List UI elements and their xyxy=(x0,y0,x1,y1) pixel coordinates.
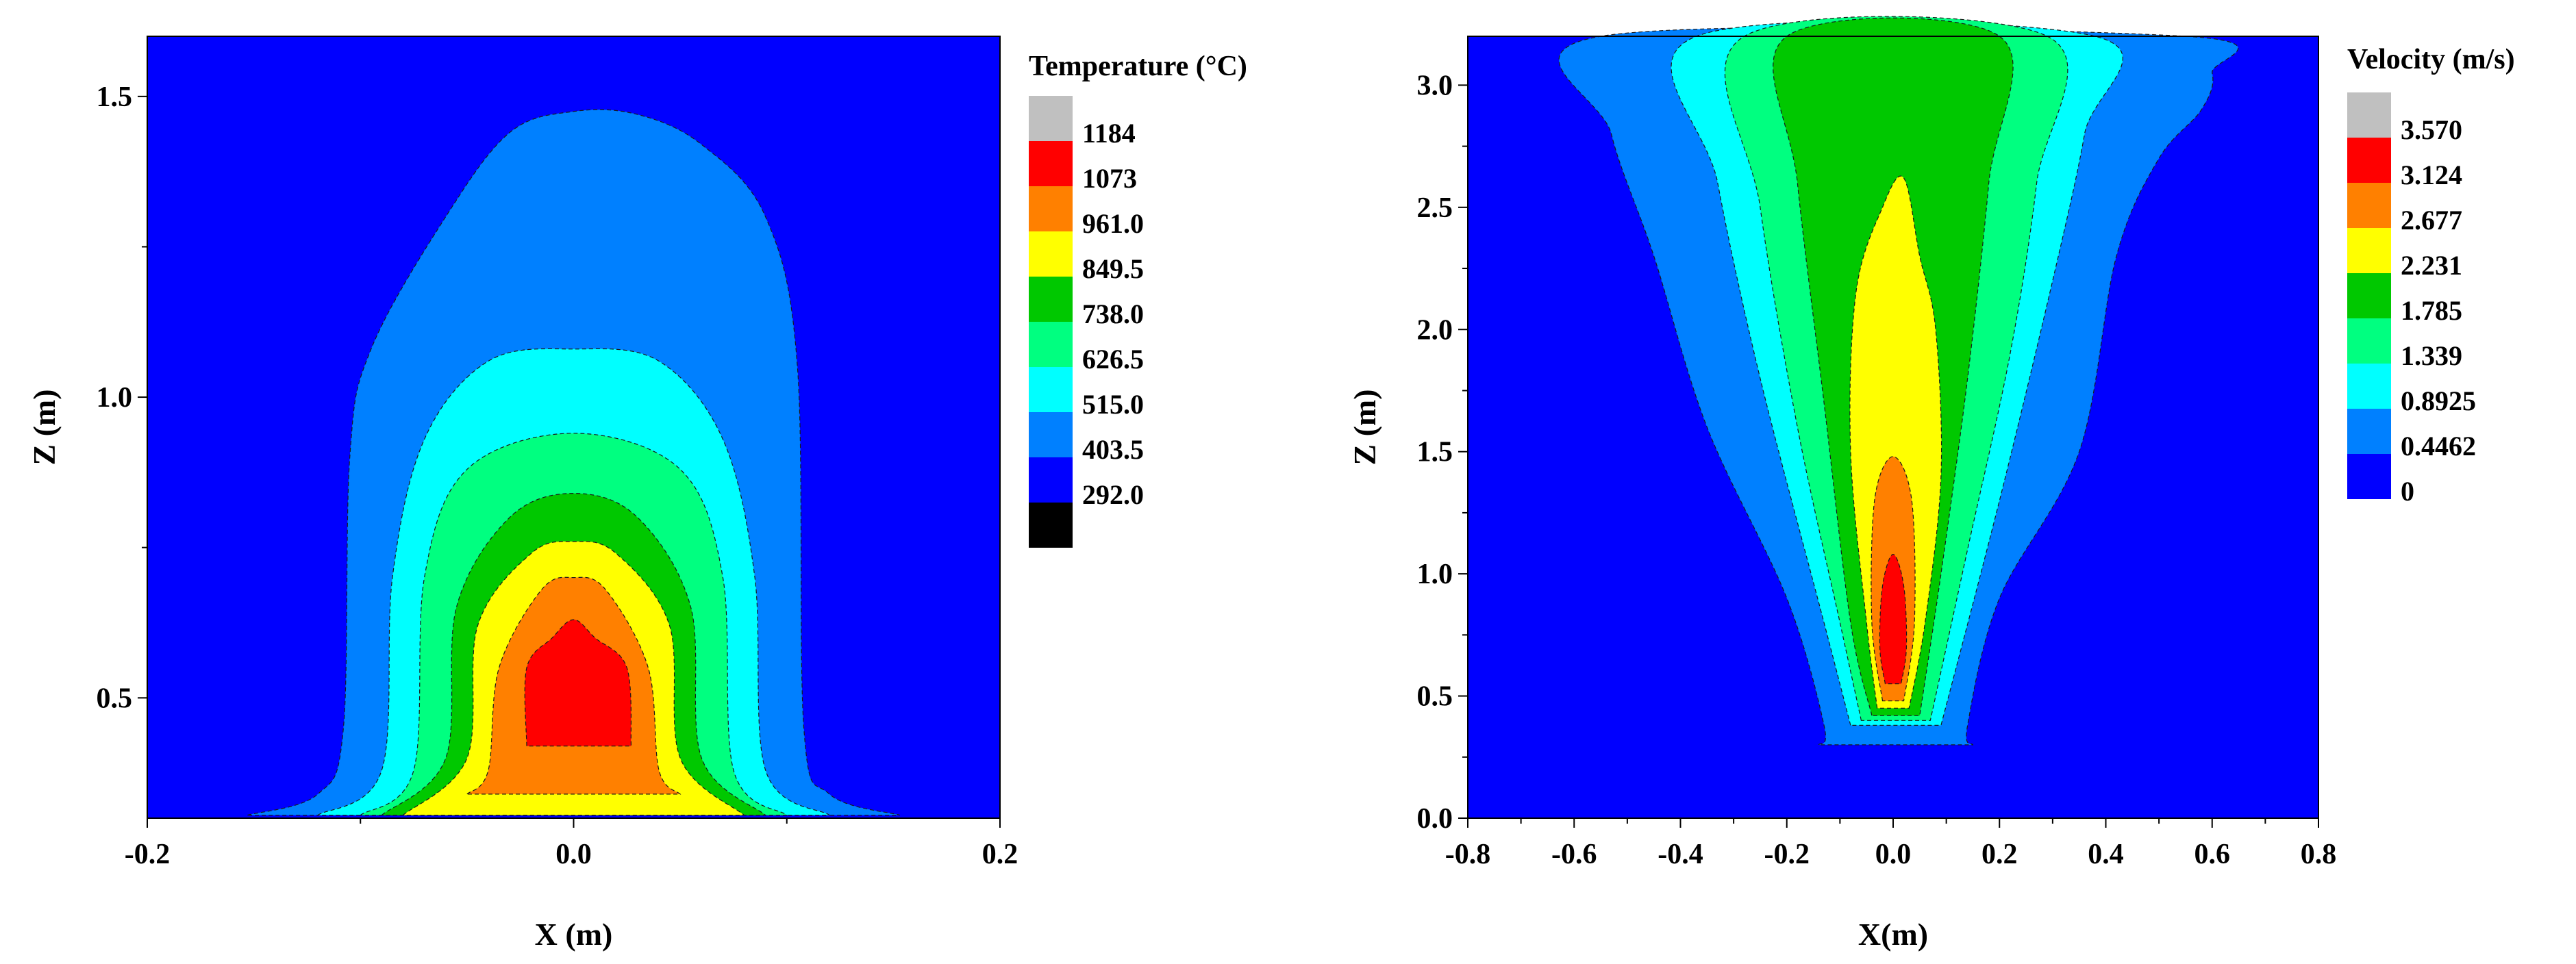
temperature-y-tick-label: 1.0 xyxy=(97,382,133,414)
velocity-y-tick-label: 0.0 xyxy=(1417,803,1453,835)
temperature-legend-label: 626.5 xyxy=(1082,344,1144,375)
temperature-legend-label: 403.5 xyxy=(1082,434,1144,465)
temperature-y-ticks: 0.5 1.0 1.5 xyxy=(97,81,147,714)
velocity-legend-title: Velocity (m/s) xyxy=(2347,44,2515,75)
velocity-y-tick-label: 1.5 xyxy=(1417,437,1453,468)
velocity-x-tick-label: 0.4 xyxy=(2088,839,2124,870)
velocity-x-tick-label: 0.2 xyxy=(1981,839,2018,870)
temperature-legend-label: 515.0 xyxy=(1082,389,1144,420)
temperature-legend-label: 849.5 xyxy=(1082,253,1144,284)
velocity-legend-swatch xyxy=(2347,409,2391,454)
temperature-contour-1073 xyxy=(524,619,632,747)
velocity-legend-label: 1.785 xyxy=(2401,295,2462,326)
temperature-legend-swatch xyxy=(1029,231,1073,277)
temperature-x-ticks: -0.2 0.0 0.2 xyxy=(125,818,1018,870)
temperature-legend-title: Temperature (°C) xyxy=(1029,51,1247,82)
velocity-legend-swatch xyxy=(2347,138,2391,183)
velocity-x-ticks: -0.8 -0.6 -0.4 -0.2 0.0 0.2 0.4 0.6 0.8 xyxy=(1445,818,2337,870)
temperature-legend-swatch xyxy=(1029,457,1073,503)
velocity-x-tick-label: -0.2 xyxy=(1764,839,1810,870)
temperature-legend-label: 738.0 xyxy=(1082,299,1144,329)
velocity-y-axis-label: Z (m) xyxy=(1347,389,1382,465)
velocity-legend-label: 0.4462 xyxy=(2401,431,2476,461)
velocity-legend-swatch xyxy=(2347,454,2391,499)
temperature-legend-swatch xyxy=(1029,96,1073,141)
velocity-x-axis-label: X(m) xyxy=(1858,917,1928,952)
temperature-contour-fills xyxy=(147,36,1000,818)
velocity-legend-label: 3.124 xyxy=(2401,160,2462,190)
velocity-x-tick-label: -0.6 xyxy=(1551,839,1597,870)
temperature-legend-label: 961.0 xyxy=(1082,208,1144,239)
velocity-y-tick-label: 3.0 xyxy=(1417,70,1453,101)
velocity-contour-panel: -0.8 -0.6 -0.4 -0.2 0.0 0.2 0.4 0.6 0.8 0.0 0.5 1.… xyxy=(1347,16,2515,952)
temperature-legend-swatch xyxy=(1029,367,1073,412)
velocity-y-tick-label: 2.0 xyxy=(1417,314,1453,346)
temperature-contour-panel: -0.2 0.0 0.2 0.5 1.0 1.5 X (m) Z (m) Tempera… xyxy=(27,36,1247,952)
velocity-y-ticks: 0.0 0.5 1.0 1.5 2.0 2.5 3.0 xyxy=(1417,70,1468,835)
velocity-legend-swatch xyxy=(2347,183,2391,228)
temperature-legend: 1184 1073 961.0 849.5 738.0 626.5 515.0 403.5 29… xyxy=(1029,96,1144,548)
velocity-legend-label: 2.231 xyxy=(2401,250,2462,281)
velocity-legend-swatch xyxy=(2347,273,2391,318)
temperature-legend-swatch xyxy=(1029,322,1073,367)
temperature-x-tick-label: 0.0 xyxy=(555,839,592,870)
temperature-legend-swatch xyxy=(1029,412,1073,457)
temperature-legend-swatch xyxy=(1029,141,1073,186)
velocity-legend-label: 2.677 xyxy=(2401,205,2462,236)
temperature-x-tick-label: -0.2 xyxy=(125,839,171,870)
temperature-legend-swatch xyxy=(1029,277,1073,322)
velocity-legend-label: 1.339 xyxy=(2401,340,2462,371)
temperature-legend-swatch xyxy=(1029,503,1073,548)
velocity-y-tick-label: 2.5 xyxy=(1417,192,1453,224)
temperature-x-axis-label: X (m) xyxy=(535,917,613,952)
velocity-y-tick-label: 0.5 xyxy=(1417,681,1453,713)
velocity-contour-3_124 xyxy=(1879,553,1908,685)
velocity-x-tick-label: 0.8 xyxy=(2301,839,2337,870)
temperature-y-tick-label: 1.5 xyxy=(97,81,133,113)
velocity-legend-swatch xyxy=(2347,228,2391,273)
velocity-legend-swatch xyxy=(2347,364,2391,409)
velocity-x-tick-label: -0.4 xyxy=(1658,839,1703,870)
temperature-legend-label: 1073 xyxy=(1082,163,1137,194)
temperature-y-tick-label: 0.5 xyxy=(97,683,133,714)
velocity-legend-label: 0 xyxy=(2401,476,2414,507)
temperature-x-tick-label: 0.2 xyxy=(982,839,1018,870)
temperature-legend-label: 292.0 xyxy=(1082,479,1144,510)
temperature-legend-label: 1184 xyxy=(1082,118,1136,149)
temperature-legend-swatch xyxy=(1029,186,1073,231)
velocity-legend-label: 3.570 xyxy=(2401,114,2462,145)
velocity-y-tick-label: 1.0 xyxy=(1417,559,1453,590)
velocity-legend-swatch xyxy=(2347,318,2391,364)
velocity-legend: 3.570 3.124 2.677 2.231 1.785 1.339 0.8925 0.44… xyxy=(2347,92,2476,507)
velocity-x-tick-label: -0.8 xyxy=(1445,839,1491,870)
temperature-y-axis-label: Z (m) xyxy=(27,389,62,465)
velocity-contour-fills xyxy=(1468,16,2318,818)
velocity-x-tick-label: 0.6 xyxy=(2194,839,2231,870)
velocity-x-tick-label: 0.0 xyxy=(1875,839,1912,870)
velocity-legend-label: 0.8925 xyxy=(2401,385,2476,416)
velocity-legend-swatch xyxy=(2347,92,2391,138)
